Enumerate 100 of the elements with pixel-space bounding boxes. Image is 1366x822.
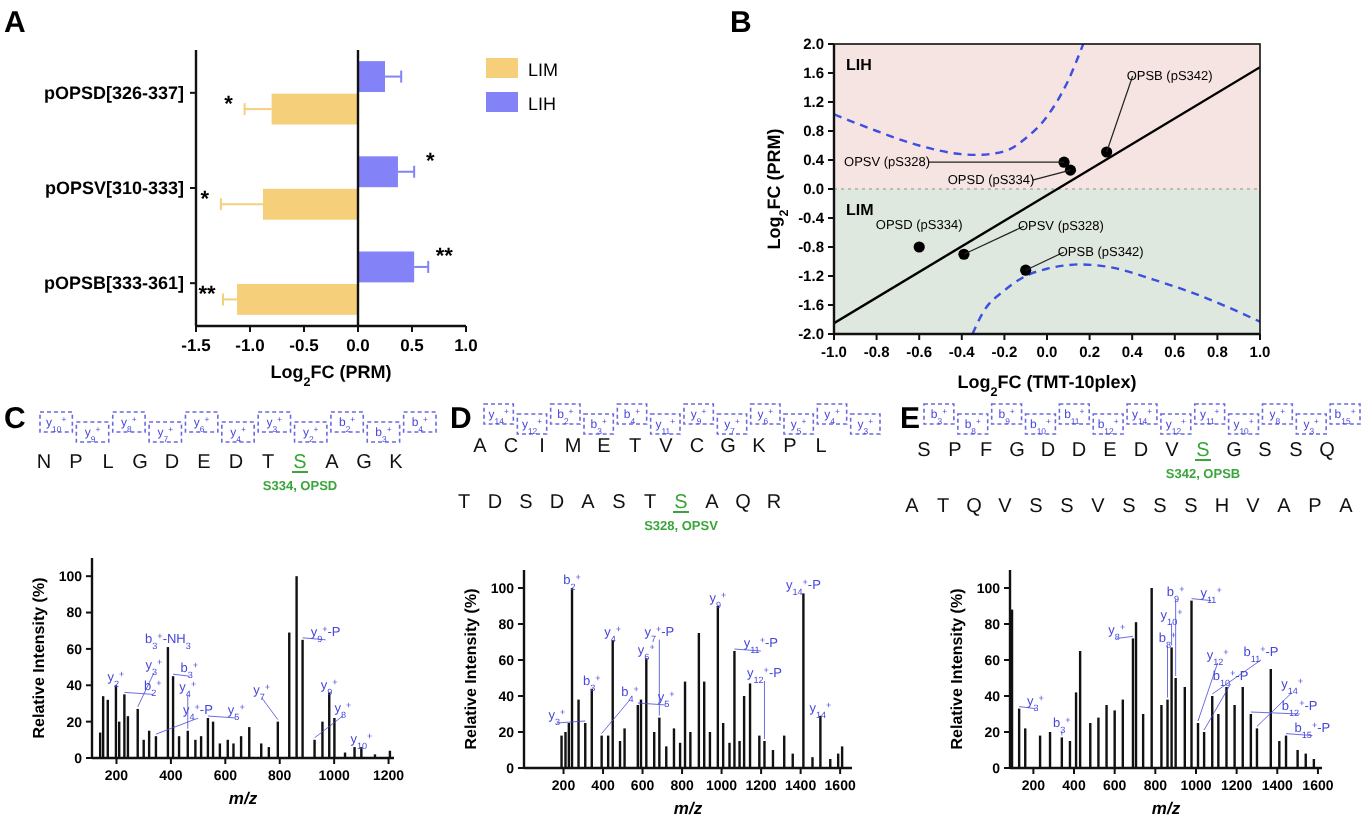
annotation: ** [198, 283, 217, 308]
category-label: C [503, 436, 519, 458]
annotation: ** [435, 244, 455, 269]
category-label: T [457, 492, 471, 514]
category-label: L [102, 452, 115, 474]
x-tick-label: -1.5 [181, 335, 212, 355]
y-axis-title: Relative Intensity (%) [30, 576, 48, 739]
category-label: S [1029, 496, 1044, 518]
category-label: Q [966, 496, 983, 518]
x-axis-title: m/z [673, 798, 704, 818]
category-label: C [689, 436, 705, 458]
category-label: S [612, 492, 627, 514]
point [1064, 164, 1077, 176]
category-label: V [1165, 440, 1180, 462]
annotation: * [425, 149, 436, 174]
x-tick-label: 0.5 [400, 335, 425, 355]
chart-title: B [730, 6, 752, 40]
category-label: P [783, 436, 798, 458]
category-label: V [1091, 496, 1106, 518]
category-label: S [1122, 496, 1137, 518]
annotation: * [200, 188, 211, 213]
category-label: S [674, 492, 689, 514]
category-label: A [581, 492, 596, 514]
category-label: A [473, 436, 488, 458]
legend-label: LIH [528, 94, 557, 114]
band-label: LIM [846, 201, 875, 219]
text: E [900, 402, 921, 436]
category-label: T [643, 492, 657, 514]
category-label: R [766, 492, 782, 514]
category-label: A [1277, 496, 1292, 518]
category-label: S [1184, 496, 1199, 518]
y-tick-label: pOPSB[333-361] [43, 273, 184, 294]
category-label: G [132, 452, 149, 474]
category-label: G [720, 436, 737, 458]
category-label: E [197, 452, 212, 474]
category-label: D [228, 452, 244, 474]
category-label: D [1133, 440, 1149, 462]
category-label: S [1289, 440, 1304, 462]
category-label: S [1258, 440, 1273, 462]
category-label: L [815, 436, 828, 458]
category-label: G [1009, 440, 1026, 462]
category-label: P [1308, 496, 1323, 518]
category-label: N [36, 452, 52, 474]
category-label: S [293, 452, 308, 474]
x-tick-label: -0.5 [289, 335, 320, 355]
x-axis-title: Log$_{2}$FC (PRM) [270, 362, 392, 389]
category-label: E [597, 436, 612, 458]
category-label: A [905, 496, 920, 518]
text: D [450, 402, 472, 436]
category-label: S [519, 492, 534, 514]
y-axis-title: Relative Intensity (%) [462, 587, 480, 750]
category-label: E [1103, 440, 1118, 462]
category-label: T [261, 452, 275, 474]
y-tick-label: pOPSD[326-337] [43, 82, 184, 103]
category-label: D [487, 492, 503, 514]
category-label: D [549, 492, 565, 514]
point [913, 241, 925, 253]
category-label: A [705, 492, 720, 514]
y-tick-label: pOPSV[310-333] [44, 178, 184, 198]
x-axis-title: m/z [228, 788, 259, 808]
category-label: Q [1319, 440, 1336, 462]
line-series [834, 44, 1085, 157]
x-tick-label: 1.0 [454, 335, 479, 355]
category-label: S [917, 440, 932, 462]
category-label: F [979, 440, 993, 462]
category-label: D [164, 452, 180, 474]
point [1020, 264, 1032, 276]
category-label: A [1339, 496, 1354, 518]
x-axis-title: m/z [1151, 798, 1182, 818]
chart-title: A [4, 6, 26, 40]
point [1101, 146, 1113, 158]
legend-label: LIM [528, 60, 559, 80]
annotation: * [224, 93, 235, 118]
category-label: D [1040, 440, 1056, 462]
category-label: H [1214, 496, 1230, 518]
category-label: A [325, 452, 340, 474]
line-series [971, 263, 1260, 334]
category-label: V [659, 436, 674, 458]
category-label: T [936, 496, 950, 518]
category-label: V [998, 496, 1013, 518]
category-label: D [1071, 440, 1087, 462]
category-label: T [628, 436, 642, 458]
category-label: S [1060, 496, 1075, 518]
category-label: Q [735, 492, 752, 514]
category-label: S [1196, 440, 1211, 462]
y-axis-title: Relative Intensity (%) [948, 587, 966, 750]
category-label: M [564, 436, 582, 458]
category-label: G [356, 452, 373, 474]
x-tick-label: 0.0 [346, 335, 371, 355]
category-label: V [1246, 496, 1261, 518]
band-label: LIH [846, 56, 873, 74]
category-label: P [948, 440, 963, 462]
category-label: K [752, 436, 767, 458]
category-label: K [389, 452, 404, 474]
category-label: G [1226, 440, 1243, 462]
x-axis-title: Log$_{2}$FC (TMT-10plex) [957, 372, 1137, 399]
text: C [4, 402, 26, 436]
category-label: S [1153, 496, 1168, 518]
point [958, 248, 970, 260]
x-tick-label: -1.0 [235, 335, 266, 355]
